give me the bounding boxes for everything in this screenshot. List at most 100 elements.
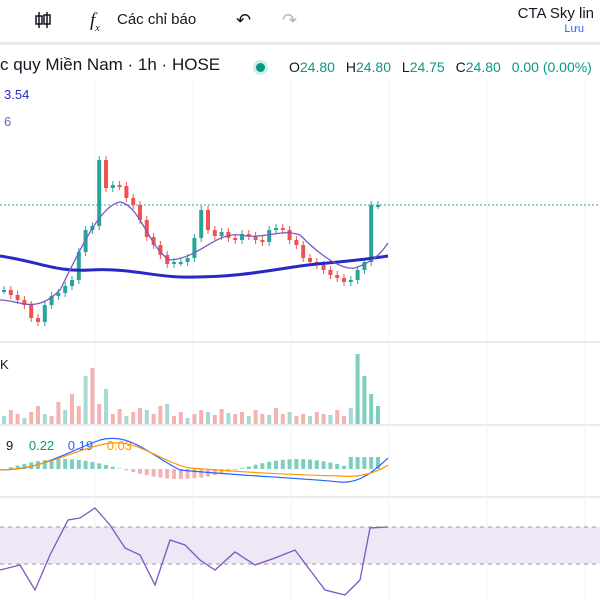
volume-bar xyxy=(2,416,6,424)
volume-bar xyxy=(8,410,13,424)
macd-bar xyxy=(335,464,340,469)
macd-bar xyxy=(321,461,326,469)
macd-bar xyxy=(294,459,299,469)
macd-bar xyxy=(90,461,95,469)
volume-bar xyxy=(280,414,285,424)
candle-body xyxy=(362,262,367,270)
volume-bar xyxy=(165,404,170,424)
ma-long-value: 3.54 xyxy=(4,87,30,102)
candle-body xyxy=(97,160,102,226)
candle-body xyxy=(49,296,54,305)
volume-bar xyxy=(138,408,142,424)
volume-bar xyxy=(185,418,190,424)
candle-body xyxy=(15,295,20,300)
rsi-band xyxy=(0,527,600,564)
volume-bar xyxy=(246,416,251,424)
volume-bar xyxy=(124,416,129,424)
volume-bar xyxy=(369,394,374,424)
macd-bar xyxy=(308,459,312,469)
candle-body xyxy=(124,186,129,198)
volume-label: K xyxy=(0,357,9,372)
candle-body xyxy=(260,240,265,242)
macd-bar xyxy=(56,459,61,469)
ohlc-values: O24.80 H24.80 L24.75 C24.80 0.00 (0.00%) xyxy=(289,59,592,75)
candle-body xyxy=(2,290,6,292)
candle-body xyxy=(83,230,88,252)
fx-icon[interactable]: fx xyxy=(90,10,100,34)
undo-icon[interactable]: ↶ xyxy=(236,10,252,30)
candle-body xyxy=(8,290,13,295)
macd-bar xyxy=(178,469,183,479)
volume-bar xyxy=(56,402,61,424)
volume-bar xyxy=(151,414,156,424)
macd-bar xyxy=(287,459,292,469)
candle-body xyxy=(355,270,360,280)
volume-bar xyxy=(274,408,278,424)
candle-body xyxy=(42,305,47,322)
macd-bar xyxy=(63,459,68,469)
indicators-button[interactable]: Các chỉ báo xyxy=(117,11,197,28)
candle-body xyxy=(104,160,108,188)
volume-bar xyxy=(104,389,108,424)
candle-body xyxy=(308,258,312,262)
volume-bar xyxy=(376,406,380,424)
macd-bar xyxy=(185,469,190,479)
volume-bar xyxy=(328,415,333,424)
volume-bar xyxy=(314,412,319,424)
candle-body xyxy=(199,210,204,238)
candle-body xyxy=(63,286,68,293)
candle-body xyxy=(280,228,285,230)
candle-body xyxy=(240,234,244,240)
redo-icon[interactable]: ↷ xyxy=(282,10,298,30)
candle-body xyxy=(172,262,176,264)
candle-body xyxy=(226,232,231,238)
macd-bar xyxy=(42,460,47,469)
volume-bar xyxy=(348,408,353,424)
candle-body xyxy=(36,318,40,322)
volume-bar xyxy=(355,354,360,424)
volume-bar xyxy=(70,394,74,424)
macd-bar xyxy=(219,469,224,474)
macd-bar xyxy=(355,457,360,469)
layout-name[interactable]: CTA Sky lin xyxy=(517,5,594,22)
candle-body xyxy=(29,305,34,318)
macd-bar xyxy=(15,465,20,469)
macd-bar xyxy=(369,457,374,469)
symbol-title[interactable]: c quy Miền Nam · 1h · HOSE xyxy=(0,55,221,74)
candle-body xyxy=(274,228,278,230)
candle-body xyxy=(110,185,115,188)
candlestick-icon[interactable] xyxy=(34,10,52,35)
candle-body xyxy=(348,280,353,282)
candle-body xyxy=(185,258,190,262)
macd-bar xyxy=(151,469,156,477)
close-value: 24.80 xyxy=(465,59,501,75)
volume-bar xyxy=(294,416,299,424)
open-value: 24.80 xyxy=(299,59,335,75)
candle-body xyxy=(138,205,142,220)
candle-body xyxy=(267,230,272,242)
macd-bar xyxy=(97,463,102,469)
low-value: 24.75 xyxy=(409,59,445,75)
candle-body xyxy=(117,185,122,187)
candle-body xyxy=(287,230,292,240)
macd-bar xyxy=(212,469,217,476)
change-value: 0.00 (0.00%) xyxy=(511,59,592,75)
candle-body xyxy=(233,238,238,240)
macd-bar xyxy=(314,460,319,469)
volume-bar xyxy=(362,376,367,424)
volume-bar xyxy=(158,406,163,424)
volume-bar xyxy=(83,376,88,424)
macd-bar xyxy=(199,469,204,478)
volume-bar xyxy=(206,412,210,424)
macd-bar xyxy=(29,462,34,469)
candle-body xyxy=(151,237,156,245)
macd-bar xyxy=(165,469,170,479)
save-button[interactable]: Lưu xyxy=(564,23,584,35)
macd-bar xyxy=(83,460,88,469)
volume-bar xyxy=(117,409,122,424)
candle-body xyxy=(219,232,224,236)
macd-bar xyxy=(206,469,210,477)
macd-bar xyxy=(131,469,136,473)
macd-bar xyxy=(49,459,54,469)
